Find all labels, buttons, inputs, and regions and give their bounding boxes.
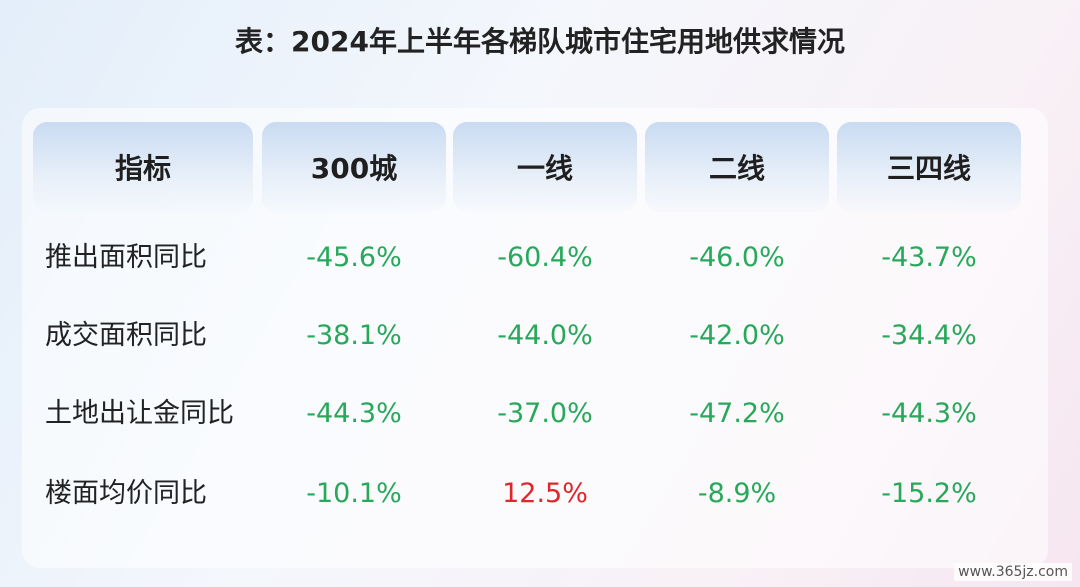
value-cell: -8.9% bbox=[697, 478, 777, 509]
header-cell: 一线 bbox=[453, 122, 637, 212]
row-label: 成交面积同比 bbox=[45, 320, 207, 351]
value-cell: 12.5% bbox=[502, 478, 588, 509]
header-cell: 三四线 bbox=[837, 122, 1021, 212]
row-label: 土地出让金同比 bbox=[45, 398, 234, 429]
value-cell: -15.2% bbox=[881, 478, 977, 509]
value-cell: -43.7% bbox=[881, 242, 977, 273]
value-cell: -10.1% bbox=[306, 478, 402, 509]
header-cell: 300城 bbox=[262, 122, 446, 212]
header-cell: 指标 bbox=[33, 122, 253, 212]
header-cell: 二线 bbox=[645, 122, 829, 212]
value-cell: -60.4% bbox=[497, 242, 593, 273]
value-cell: -45.6% bbox=[306, 242, 402, 273]
value-cell: -44.3% bbox=[881, 398, 977, 429]
row-label: 楼面均价同比 bbox=[45, 478, 207, 509]
value-cell: -46.0% bbox=[689, 242, 785, 273]
value-cell: -47.2% bbox=[689, 398, 785, 429]
value-cell: -42.0% bbox=[689, 320, 785, 351]
value-cell: -34.4% bbox=[881, 320, 977, 351]
value-cell: -44.0% bbox=[497, 320, 593, 351]
row-label: 推出面积同比 bbox=[45, 242, 207, 273]
title: 表：2024年上半年各梯队城市住宅用地供求情况 bbox=[235, 25, 845, 58]
value-cell: -37.0% bbox=[497, 398, 593, 429]
watermark: www.365jz.com bbox=[954, 563, 1072, 581]
value-cell: -38.1% bbox=[306, 320, 402, 351]
value-cell: -44.3% bbox=[306, 398, 402, 429]
